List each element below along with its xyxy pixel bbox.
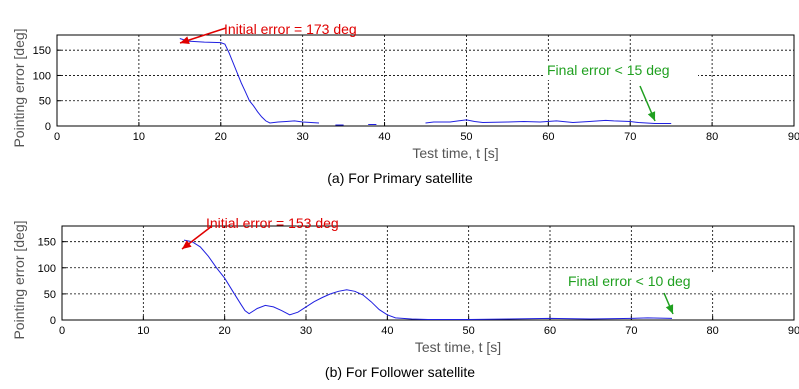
x-tick-label: 0	[59, 325, 65, 337]
annotation-text: Final error < 10 deg	[568, 273, 691, 289]
annotation-arrow-head	[647, 111, 656, 121]
y-tick-label: 100	[38, 263, 56, 275]
x-tick-label: 0	[54, 131, 60, 143]
annotation-background	[565, 273, 719, 291]
x-tick-label: 50	[460, 131, 472, 143]
x-tick-label: 60	[542, 131, 554, 143]
x-tick-label: 70	[624, 131, 636, 143]
annotation-arrow-head	[180, 36, 190, 44]
y-tick-label: 150	[33, 45, 51, 57]
x-axis-label: Test time, t [s]	[415, 339, 501, 355]
annotation-arrow-head	[182, 240, 192, 249]
x-tick-label: 40	[378, 131, 390, 143]
y-axis-label: Pointing error [deg]	[11, 28, 27, 147]
panel-caption: (a) For Primary satellite	[327, 170, 473, 186]
y-axis-label: Pointing error [deg]	[11, 220, 27, 339]
x-tick-label: 90	[788, 325, 799, 337]
x-tick-label: 20	[215, 131, 227, 143]
y-tick-label: 0	[45, 121, 51, 133]
final-error-annotation: Final error < 15 deg	[544, 62, 698, 122]
annotation-arrow-head	[665, 304, 674, 314]
x-tick-label: 90	[788, 131, 799, 143]
plot-frame	[56, 34, 795, 127]
final-error-annotation: Final error < 10 deg	[565, 273, 719, 315]
chart-panel-follower: 0 10 20 30 40 50 60 70 80 90 0 50 100 150 Test time, t…	[11, 215, 799, 380]
x-tick-label: 60	[544, 325, 556, 337]
chart-panel-primary: 0 10 20 30 40 50 60 70 80 90 0 50 100 150 Test time, t…	[11, 21, 799, 186]
x-tick-label: 40	[381, 325, 393, 337]
x-tick-label: 30	[300, 325, 312, 337]
panel-caption: (b) For Follower satellite	[325, 364, 475, 380]
annotation-background	[544, 62, 698, 80]
series-line-segment	[183, 239, 673, 320]
series-line-segment	[425, 119, 672, 124]
x-axis-label: Test time, t [s]	[412, 145, 498, 161]
annotation-text: Final error < 15 deg	[547, 62, 670, 78]
y-tick-label: 50	[44, 289, 56, 301]
y-tick-label: 50	[39, 96, 51, 108]
annotation-text: Initial error = 153 deg	[206, 215, 339, 231]
y-tick-label: 150	[38, 237, 56, 249]
series-line-segment	[179, 38, 320, 124]
annotation-text: Initial error = 173 deg	[224, 21, 357, 37]
initial-error-annotation: Initial error = 173 deg	[179, 21, 357, 44]
x-tick-label: 80	[706, 131, 718, 143]
x-tick-label: 70	[625, 325, 637, 337]
x-tick-label: 30	[297, 131, 309, 143]
x-tick-label: 20	[219, 325, 231, 337]
x-tick-label: 50	[463, 325, 475, 337]
x-tick-label: 10	[137, 325, 149, 337]
initial-error-annotation: Initial error = 153 deg	[181, 215, 339, 250]
x-tick-label: 10	[133, 131, 145, 143]
x-tick-label: 80	[707, 325, 719, 337]
y-tick-label: 0	[50, 315, 56, 327]
y-tick-label: 100	[33, 70, 51, 82]
